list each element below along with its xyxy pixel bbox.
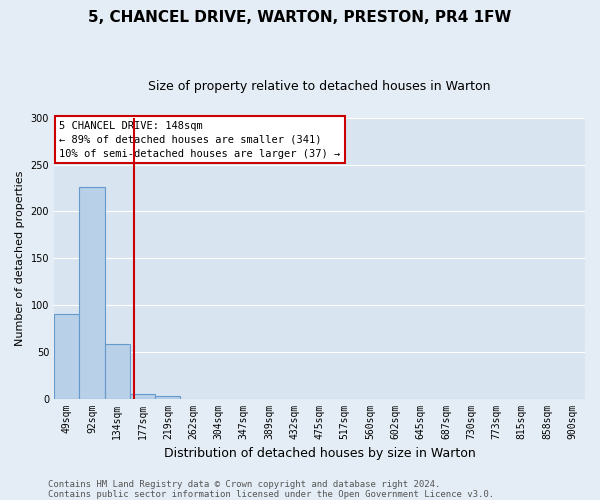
X-axis label: Distribution of detached houses by size in Warton: Distribution of detached houses by size … (164, 447, 475, 460)
Bar (79, 187, 104, 398)
Text: Contains public sector information licensed under the Open Government Licence v3: Contains public sector information licen… (48, 490, 494, 499)
Bar (104, 344, 130, 399)
Bar (130, 394, 155, 398)
Y-axis label: Number of detached properties: Number of detached properties (15, 170, 25, 346)
Text: 5 CHANCEL DRIVE: 148sqm
← 89% of detached houses are smaller (341)
10% of semi-d: 5 CHANCEL DRIVE: 148sqm ← 89% of detache… (59, 120, 341, 158)
Bar (155, 396, 181, 398)
Title: Size of property relative to detached houses in Warton: Size of property relative to detached ho… (148, 80, 491, 93)
Bar (54, 314, 79, 398)
Text: 5, CHANCEL DRIVE, WARTON, PRESTON, PR4 1FW: 5, CHANCEL DRIVE, WARTON, PRESTON, PR4 1… (88, 10, 512, 25)
Text: Contains HM Land Registry data © Crown copyright and database right 2024.: Contains HM Land Registry data © Crown c… (48, 480, 440, 489)
